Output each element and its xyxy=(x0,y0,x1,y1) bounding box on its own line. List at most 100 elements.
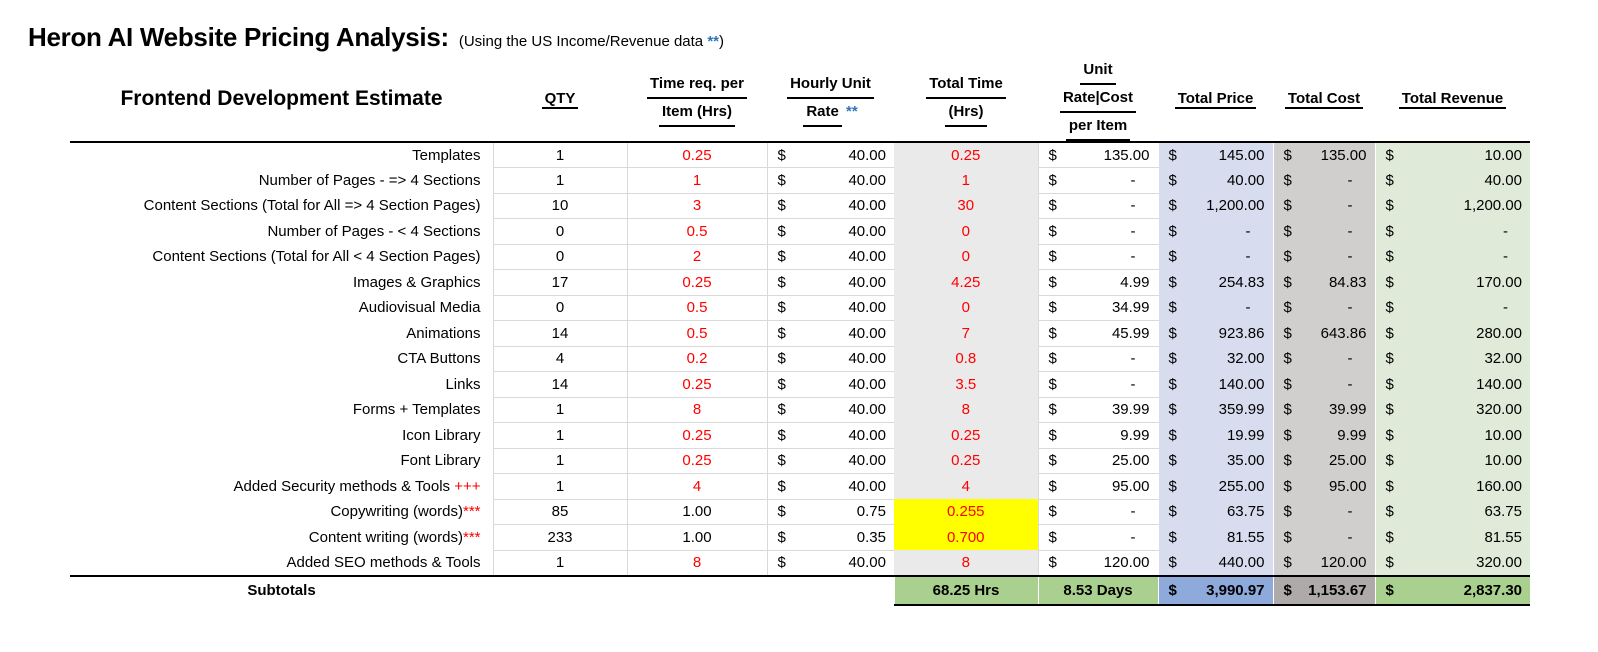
total-time-cell[interactable]: 0 xyxy=(894,295,1038,321)
qty-cell[interactable]: 1 xyxy=(492,448,627,474)
total-cost-cell[interactable]: $25.00 xyxy=(1272,448,1375,474)
total-cost-cell[interactable]: $ - xyxy=(1272,371,1375,397)
unit-rate-cost-cell[interactable]: $34.99 xyxy=(1037,295,1158,321)
hourly-rate-cell[interactable]: $40.00 xyxy=(766,448,894,474)
time-req-cell[interactable]: 0.25 xyxy=(626,371,767,398)
qty-cell[interactable]: 17 xyxy=(492,269,627,296)
total-revenue-cell[interactable]: $1,200.00 xyxy=(1374,193,1530,219)
hourly-rate-cell[interactable]: $40.00 xyxy=(766,193,894,219)
total-revenue-cell[interactable]: $32.00 xyxy=(1374,346,1530,372)
unit-rate-cost-cell[interactable]: $4.99 xyxy=(1037,269,1158,296)
total-revenue-cell[interactable]: $320.00 xyxy=(1374,397,1530,423)
time-req-cell[interactable]: 0.25 xyxy=(626,448,767,474)
total-price-cell[interactable]: $140.00 xyxy=(1157,371,1273,397)
qty-cell[interactable]: 0 xyxy=(492,244,627,270)
total-cost-cell[interactable]: $135.00 xyxy=(1272,142,1375,168)
total-price-cell[interactable]: $255.00 xyxy=(1157,473,1273,499)
total-revenue-cell[interactable]: $10.00 xyxy=(1374,422,1530,448)
subtotals-empty-qty-cell[interactable] xyxy=(493,574,627,605)
column-header-hourly-rate[interactable]: Hourly Unit Rate ** xyxy=(767,57,894,143)
qty-cell[interactable]: 1 xyxy=(492,422,627,449)
total-time-cell[interactable]: 8 xyxy=(894,550,1038,576)
total-cost-cell[interactable]: $643.86 xyxy=(1272,320,1375,346)
total-price-cell[interactable]: $40.00 xyxy=(1157,167,1273,193)
hourly-rate-cell[interactable]: $40.00 xyxy=(766,550,894,576)
time-req-cell[interactable]: 0.25 xyxy=(626,142,767,168)
total-revenue-cell[interactable]: $63.75 xyxy=(1374,499,1530,525)
unit-rate-cost-cell[interactable]: $45.99 xyxy=(1037,320,1158,347)
total-cost-cell[interactable]: $39.99 xyxy=(1272,397,1375,423)
item-label-cell[interactable]: Font Library xyxy=(70,448,493,474)
qty-cell[interactable]: 0 xyxy=(492,218,627,245)
total-price-cell[interactable]: $359.99 xyxy=(1157,397,1273,423)
total-revenue-cell[interactable]: $10.00 xyxy=(1374,448,1530,474)
qty-cell[interactable]: 233 xyxy=(492,524,627,551)
item-label-cell[interactable]: Images & Graphics xyxy=(70,270,493,296)
item-label-cell[interactable]: Content Sections (Total for All => 4 Sec… xyxy=(70,193,493,219)
total-time-cell[interactable]: 0.25 xyxy=(894,448,1038,474)
total-cost-cell[interactable]: $ - xyxy=(1272,244,1375,270)
subtotals-total-price-cell[interactable]: $3,990.97 xyxy=(1157,574,1273,606)
subtotals-days-cell[interactable]: 8.53 Days xyxy=(1037,574,1158,606)
total-price-cell[interactable]: $32.00 xyxy=(1157,346,1273,372)
column-header-total-cost[interactable]: Total Cost xyxy=(1273,57,1375,143)
total-price-cell[interactable]: $923.86 xyxy=(1157,320,1273,346)
total-cost-cell[interactable]: $120.00 xyxy=(1272,550,1375,576)
unit-rate-cost-cell[interactable]: $135.00 xyxy=(1037,142,1158,168)
qty-cell[interactable]: 14 xyxy=(492,320,627,347)
time-req-cell[interactable]: 0.25 xyxy=(626,422,767,449)
item-label-cell[interactable]: Added Security methods & Tools +++ xyxy=(70,474,493,500)
item-label-cell[interactable]: Audiovisual Media xyxy=(70,295,493,321)
hourly-rate-cell[interactable]: $0.35 xyxy=(766,524,894,551)
total-revenue-cell[interactable]: $81.55 xyxy=(1374,524,1530,550)
time-req-cell[interactable]: 0.5 xyxy=(626,218,767,245)
hourly-rate-cell[interactable]: $40.00 xyxy=(766,346,894,372)
total-revenue-cell[interactable]: $170.00 xyxy=(1374,269,1530,295)
item-label-cell[interactable]: Templates xyxy=(70,142,493,168)
total-cost-cell[interactable]: $9.99 xyxy=(1272,422,1375,448)
unit-rate-cost-cell[interactable]: $ - xyxy=(1037,193,1158,219)
total-time-cell[interactable]: 0 xyxy=(894,218,1038,244)
qty-cell[interactable]: 1 xyxy=(492,397,627,423)
time-req-cell[interactable]: 1 xyxy=(626,167,767,194)
total-price-cell[interactable]: $35.00 xyxy=(1157,448,1273,474)
total-time-cell[interactable]: 0 xyxy=(894,244,1038,270)
unit-rate-cost-cell[interactable]: $ - xyxy=(1037,499,1158,525)
total-price-cell[interactable]: $ - xyxy=(1157,218,1273,244)
total-revenue-cell[interactable]: $160.00 xyxy=(1374,473,1530,499)
total-time-cell[interactable]: 8 xyxy=(894,397,1038,423)
column-header-total-price[interactable]: Total Price xyxy=(1158,57,1273,143)
time-req-cell[interactable]: 1.00 xyxy=(626,499,767,525)
total-time-cell[interactable]: 3.5 xyxy=(894,371,1038,397)
subtotals-empty-rate-cell[interactable] xyxy=(767,574,894,605)
qty-cell[interactable]: 1 xyxy=(492,167,627,194)
hourly-rate-cell[interactable]: $40.00 xyxy=(766,167,894,194)
total-time-cell[interactable]: 4 xyxy=(894,473,1038,499)
total-cost-cell[interactable]: $ - xyxy=(1272,499,1375,525)
total-price-cell[interactable]: $19.99 xyxy=(1157,422,1273,448)
total-time-cell[interactable]: 0.255 xyxy=(894,499,1038,525)
total-time-cell[interactable]: 4.25 xyxy=(894,269,1038,295)
total-revenue-cell[interactable]: $140.00 xyxy=(1374,371,1530,397)
unit-rate-cost-cell[interactable]: $ - xyxy=(1037,371,1158,398)
total-price-cell[interactable]: $81.55 xyxy=(1157,524,1273,550)
unit-rate-cost-cell[interactable]: $9.99 xyxy=(1037,422,1158,449)
subtotals-total-cost-cell[interactable]: $1,153.67 xyxy=(1272,574,1375,606)
total-price-cell[interactable]: $440.00 xyxy=(1157,550,1273,576)
total-price-cell[interactable]: $ - xyxy=(1157,244,1273,270)
total-time-cell[interactable]: 0.8 xyxy=(894,346,1038,372)
total-time-cell[interactable]: 1 xyxy=(894,167,1038,193)
item-label-cell[interactable]: Content Sections (Total for All < 4 Sect… xyxy=(70,244,493,270)
item-label-cell[interactable]: Animations xyxy=(70,321,493,347)
total-time-cell[interactable]: 0.700 xyxy=(894,524,1038,550)
unit-rate-cost-cell[interactable]: $120.00 xyxy=(1037,550,1158,576)
item-label-cell[interactable]: Forms + Templates xyxy=(70,397,493,423)
total-cost-cell[interactable]: $ - xyxy=(1272,193,1375,219)
hourly-rate-cell[interactable]: $40.00 xyxy=(766,269,894,296)
subtotals-total-revenue-cell[interactable]: $2,837.30 xyxy=(1374,574,1530,606)
total-revenue-cell[interactable]: $280.00 xyxy=(1374,320,1530,346)
total-time-cell[interactable]: 0.25 xyxy=(894,142,1038,168)
time-req-cell[interactable]: 0.5 xyxy=(626,295,767,321)
total-revenue-cell[interactable]: $ - xyxy=(1374,218,1530,244)
total-cost-cell[interactable]: $95.00 xyxy=(1272,473,1375,499)
